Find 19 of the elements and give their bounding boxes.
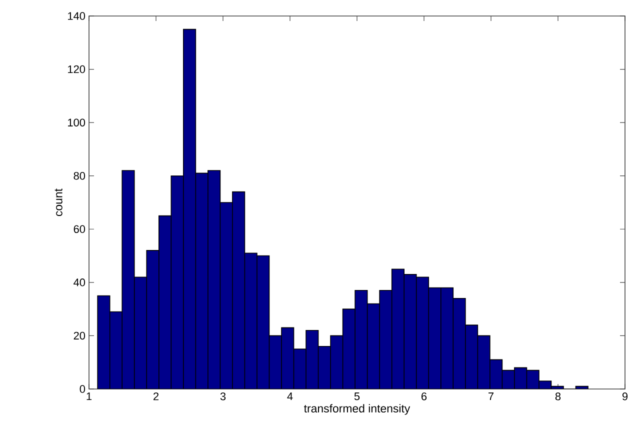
y-axis-title: count	[54, 188, 62, 216]
y-tick-label: 20	[74, 332, 86, 340]
x-tick-label: 3	[220, 392, 226, 400]
y-tick-label: 40	[74, 278, 86, 286]
x-tick-label: 8	[555, 392, 561, 400]
x-axis-title: transformed intensity	[304, 404, 410, 415]
y-tick-label: 80	[74, 172, 86, 180]
y-tick-label: 0	[80, 385, 86, 393]
x-tick-label: 1	[86, 392, 92, 400]
y-tick-label: 60	[74, 225, 86, 234]
x-tick-label: 5	[354, 392, 360, 400]
x-tick-label: 7	[488, 392, 494, 400]
x-tick-label: 6	[422, 392, 427, 400]
y-tick-label: 100	[68, 118, 86, 126]
x-tick-label: 2	[154, 392, 159, 400]
y-tick-label: 120	[68, 65, 86, 74]
x-tick-label: 4	[287, 392, 293, 400]
y-tick-label: 140	[68, 12, 86, 20]
x-tick-label: 9	[622, 392, 628, 400]
